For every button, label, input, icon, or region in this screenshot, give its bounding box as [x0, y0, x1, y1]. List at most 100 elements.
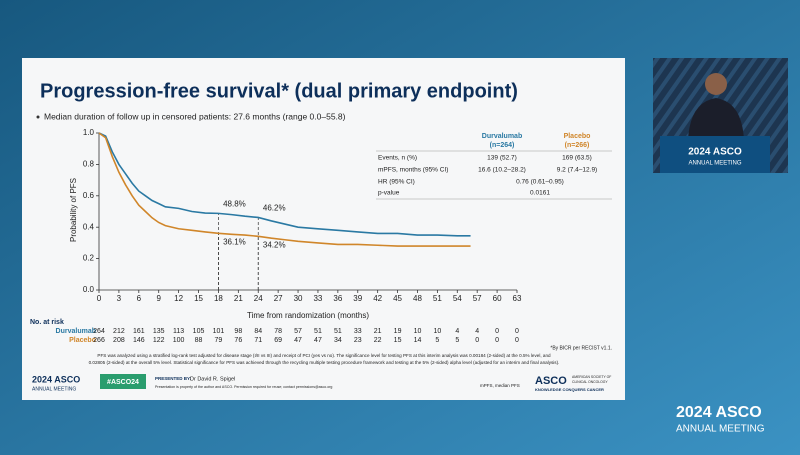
asco-sub: AMERICAN SOCIETY OF [572, 375, 611, 379]
x-tick-label: 24 [254, 294, 263, 303]
at-risk: 212 [113, 328, 125, 335]
presenter: Dr David R. Spigel [190, 376, 235, 382]
at-risk: 135 [153, 328, 165, 335]
risk-heading: No. at risk [30, 319, 64, 326]
slide-title: Progression-free survival* (dual primary… [40, 80, 518, 102]
table-header: Placebo [564, 133, 591, 140]
x-tick-label: 54 [453, 294, 462, 303]
table-header: Durvalumab [482, 133, 522, 140]
at-risk: 51 [334, 328, 342, 335]
risk-row-name: Durvalumab [56, 328, 96, 335]
footnote: *By BICR per RECIST v1.1. [550, 345, 612, 351]
at-risk: 23 [354, 337, 362, 344]
at-risk: 5 [455, 337, 459, 344]
speaker-head [705, 73, 727, 95]
at-risk: 10 [433, 328, 441, 335]
asco-logo: ASCO [535, 375, 567, 387]
abbrev: mPFS, median PFS [480, 383, 520, 388]
at-risk: 78 [274, 328, 282, 335]
at-risk: 264 [93, 328, 105, 335]
y-tick-label: 0.2 [83, 254, 95, 263]
bullet-text: Median duration of follow up in censored… [44, 111, 346, 121]
landmark-label: 36.1% [223, 237, 246, 246]
at-risk: 113 [173, 328, 184, 335]
table-header: (n=264) [490, 142, 515, 149]
table-header: (n=266) [565, 142, 590, 149]
at-risk: 15 [394, 337, 402, 344]
footnote: PFS was analyzed using a stratified log-… [97, 353, 551, 358]
table-cell: 0.76 (0.61–0.95) [516, 179, 564, 186]
table-label: p-value [378, 190, 400, 197]
risk-row-name: Placebo [69, 337, 96, 344]
x-tick-label: 21 [234, 294, 243, 303]
at-risk: 100 [173, 337, 185, 344]
at-risk: 88 [195, 337, 203, 344]
asco-sub: CLINICAL ONCOLOGY [572, 380, 608, 384]
table-cell: 169 (63.5) [562, 155, 592, 162]
asco-tag: KNOWLEDGE CONQUERS CANCER [535, 387, 604, 392]
landmark-label: 34.2% [263, 240, 286, 249]
at-risk: 0 [495, 328, 499, 335]
at-risk: 0 [515, 328, 519, 335]
x-tick-label: 45 [393, 294, 402, 303]
x-tick-label: 57 [473, 294, 482, 303]
hashtag: #ASCO24 [107, 379, 139, 386]
x-tick-label: 15 [194, 294, 203, 303]
y-tick-label: 0.4 [83, 222, 95, 231]
landmark-label: 48.8% [223, 199, 246, 208]
podium [660, 136, 770, 173]
at-risk: 33 [354, 328, 362, 335]
x-tick-label: 39 [353, 294, 362, 303]
x-tick-label: 27 [274, 294, 283, 303]
at-risk: 14 [414, 337, 422, 344]
table-cell: 16.6 (10.2–28.2) [478, 167, 526, 174]
landmark-label: 46.2% [263, 204, 286, 213]
presented-by: PRESENTED BY: [155, 376, 192, 381]
x-tick-label: 63 [513, 294, 522, 303]
at-risk: 101 [213, 328, 225, 335]
at-risk: 21 [374, 328, 382, 335]
survival-curve [98, 132, 471, 237]
at-risk: 0 [495, 337, 499, 344]
at-risk: 105 [193, 328, 205, 335]
at-risk: 51 [314, 328, 322, 335]
at-risk: 84 [254, 328, 262, 335]
at-risk: 71 [254, 337, 262, 344]
podium-logo: 2024 ASCO [688, 147, 742, 158]
y-tick-label: 1.0 [83, 128, 95, 137]
y-tick-label: 0.0 [83, 285, 95, 294]
brand-logo: 2024 ASCO [676, 404, 762, 421]
x-tick-label: 48 [413, 294, 422, 303]
at-risk: 47 [294, 337, 302, 344]
at-risk: 266 [93, 337, 105, 344]
x-tick-label: 36 [333, 294, 342, 303]
footer-logo: 2024 ASCO [32, 374, 80, 384]
at-risk: 4 [455, 328, 459, 335]
footnote: 0.02805 (2-sided) at the overall 5% leve… [89, 360, 560, 365]
at-risk: 57 [294, 328, 302, 335]
at-risk: 10 [414, 328, 422, 335]
table-cell: 139 (52.7) [487, 155, 517, 162]
at-risk: 208 [113, 337, 125, 344]
y-axis-label: Probability of PFS [69, 178, 78, 242]
permission: Presentation is property of the author a… [155, 385, 332, 389]
table-cell: 0.0161 [530, 190, 550, 197]
at-risk: 0 [515, 337, 519, 344]
podium-sub: ANNUAL MEETING [688, 161, 741, 167]
at-risk: 69 [274, 337, 282, 344]
x-tick-label: 6 [137, 294, 142, 303]
at-risk: 146 [133, 337, 145, 344]
at-risk: 161 [133, 328, 145, 335]
x-tick-label: 30 [294, 294, 303, 303]
at-risk: 47 [314, 337, 322, 344]
at-risk: 98 [234, 328, 242, 335]
table-cell: 9.2 (7.4–12.9) [557, 167, 597, 174]
at-risk: 19 [394, 328, 402, 335]
table-label: Events, n (%) [378, 155, 417, 162]
at-risk: 22 [374, 337, 382, 344]
x-tick-label: 33 [313, 294, 322, 303]
x-tick-label: 42 [373, 294, 382, 303]
x-tick-label: 51 [433, 294, 442, 303]
survival-curve [98, 132, 471, 247]
